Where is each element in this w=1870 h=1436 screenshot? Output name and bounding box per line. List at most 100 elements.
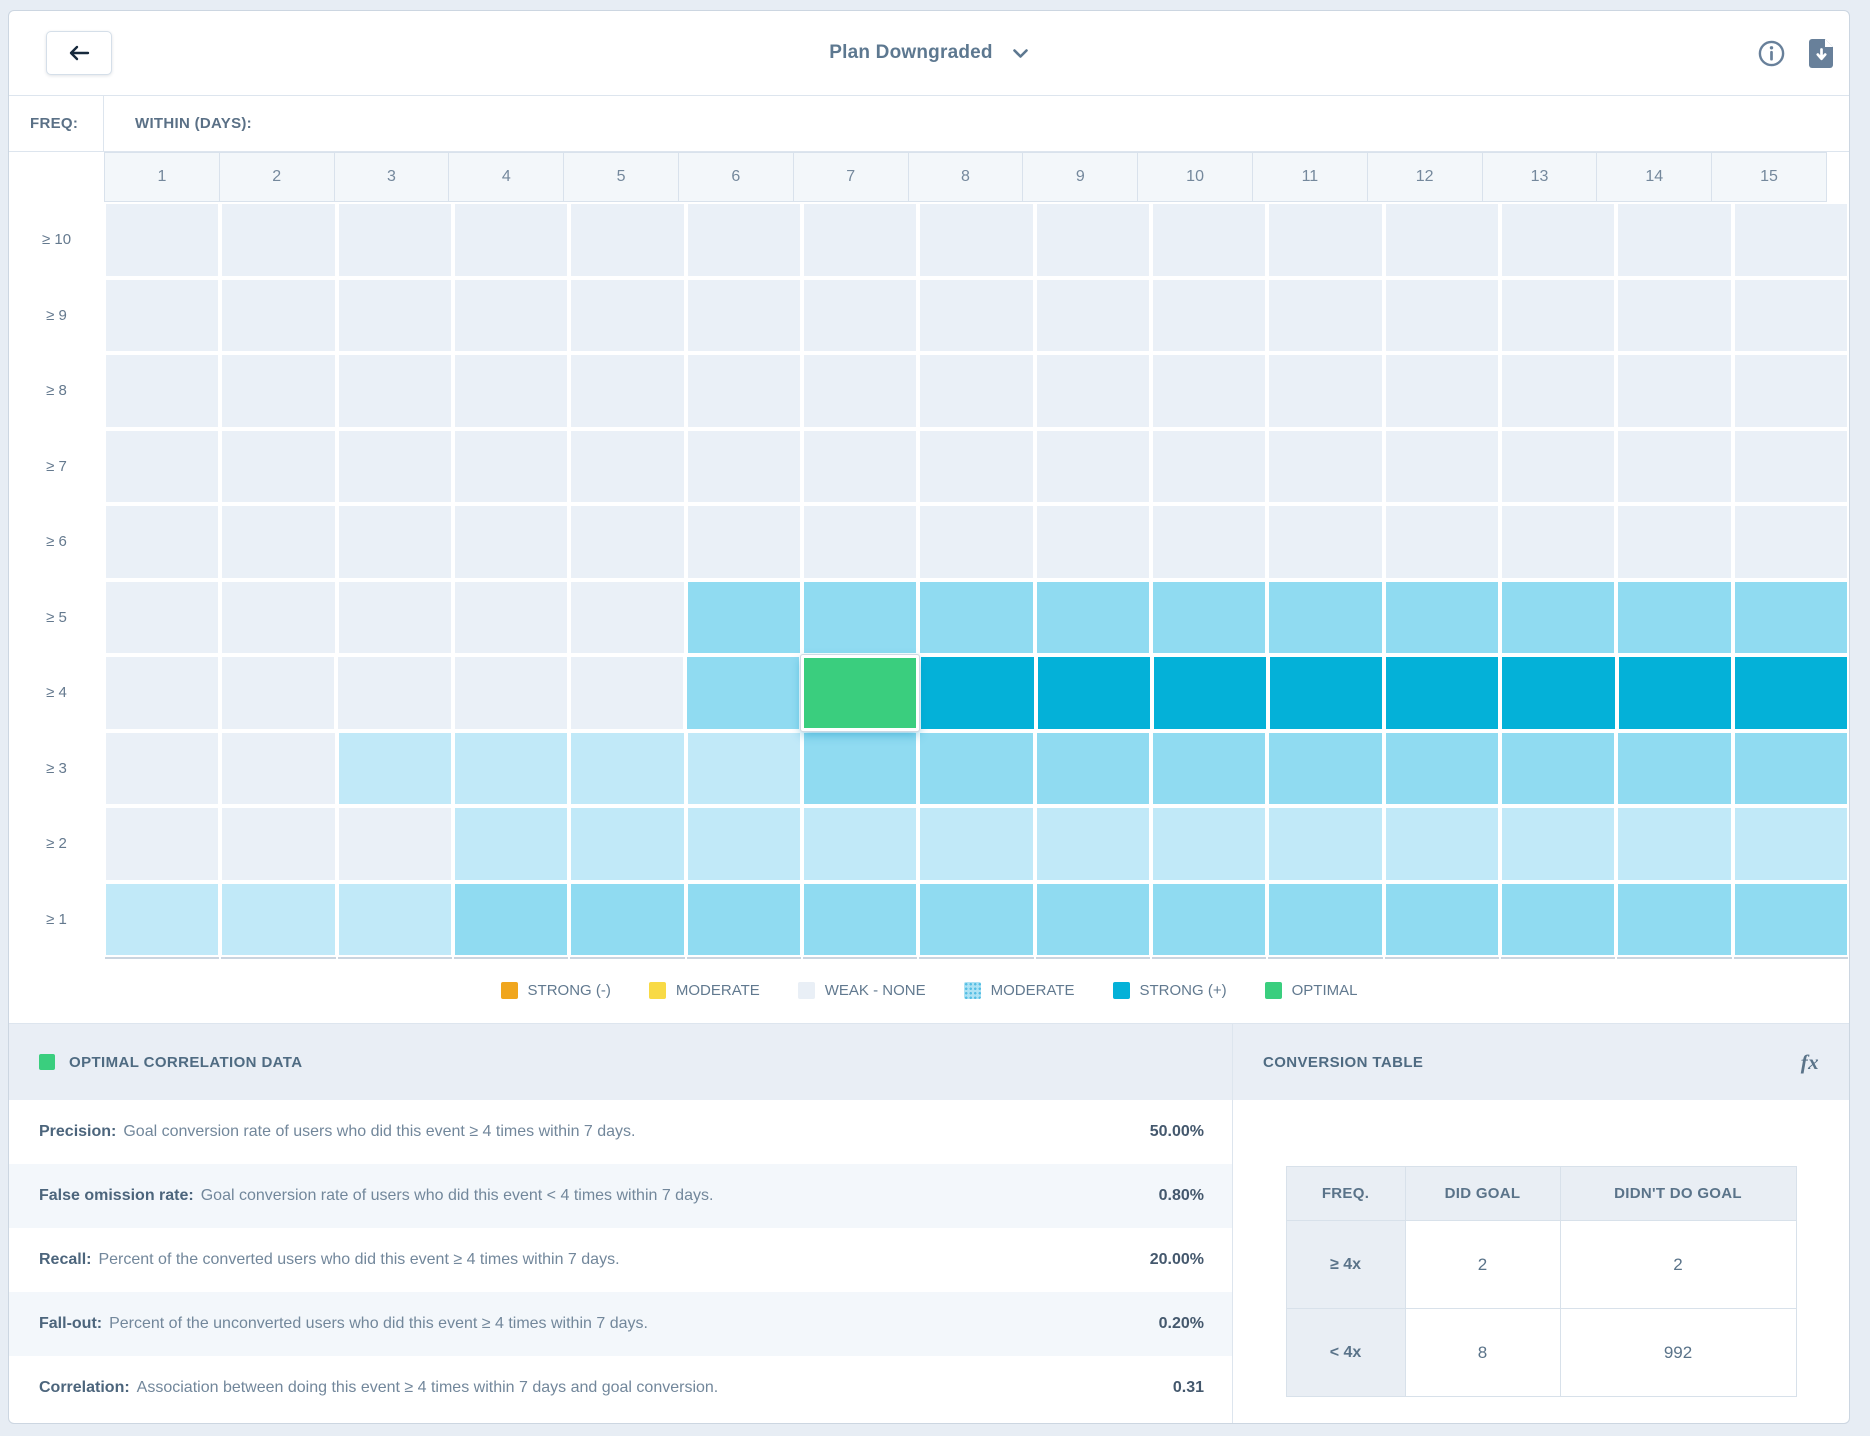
heatmap-cell[interactable] <box>452 353 570 429</box>
heatmap-cell[interactable] <box>1616 353 1733 429</box>
heatmap-cell[interactable] <box>569 353 686 429</box>
heatmap-cell[interactable] <box>569 730 686 806</box>
heatmap-cell[interactable] <box>1732 277 1849 353</box>
heatmap-cell[interactable] <box>1034 277 1151 353</box>
heatmap-cell[interactable] <box>220 655 337 731</box>
heatmap-cell[interactable] <box>1268 655 1385 731</box>
heatmap-cell[interactable] <box>452 881 570 957</box>
heatmap-cell[interactable] <box>1732 806 1849 882</box>
heatmap-cell[interactable] <box>1732 202 1849 278</box>
heatmap-cell[interactable] <box>452 655 569 731</box>
heatmap-cell[interactable] <box>1150 353 1268 429</box>
heatmap-cell[interactable] <box>336 504 453 580</box>
heatmap-cell[interactable] <box>1616 428 1733 504</box>
heatmap-cell[interactable] <box>1732 881 1849 957</box>
heatmap-cell[interactable] <box>801 428 919 504</box>
heatmap-cell[interactable] <box>685 655 802 731</box>
heatmap-cell[interactable] <box>918 806 1035 882</box>
event-selector-dropdown[interactable]: Plan Downgraded <box>829 42 1028 64</box>
heatmap-cell[interactable] <box>569 428 686 504</box>
heatmap-cell[interactable] <box>1616 277 1733 353</box>
heatmap-cell[interactable] <box>569 504 686 580</box>
heatmap-cell[interactable] <box>1034 881 1151 957</box>
heatmap-cell[interactable] <box>1499 730 1617 806</box>
formula-icon[interactable]: fx <box>1800 1049 1819 1074</box>
heatmap-cell[interactable] <box>1499 881 1617 957</box>
heatmap-cell[interactable] <box>1034 202 1151 278</box>
heatmap-cell[interactable] <box>685 428 802 504</box>
heatmap-cell[interactable] <box>1267 504 1384 580</box>
heatmap-cell[interactable] <box>918 277 1035 353</box>
heatmap-cell[interactable] <box>1150 881 1268 957</box>
heatmap-cell[interactable] <box>1034 353 1151 429</box>
heatmap-cell[interactable] <box>1616 504 1733 580</box>
heatmap-cell[interactable] <box>1267 277 1384 353</box>
heatmap-cell[interactable] <box>220 277 337 353</box>
heatmap-cell[interactable] <box>452 428 570 504</box>
heatmap-cell[interactable] <box>685 353 802 429</box>
heatmap-cell[interactable] <box>1267 806 1384 882</box>
heatmap-cell[interactable] <box>685 579 802 655</box>
heatmap-cell[interactable] <box>569 881 686 957</box>
heatmap-cell[interactable] <box>1150 579 1268 655</box>
heatmap-cell[interactable] <box>452 202 570 278</box>
heatmap-cell[interactable] <box>685 202 802 278</box>
heatmap-cell[interactable] <box>918 202 1035 278</box>
heatmap-cell[interactable] <box>1732 730 1849 806</box>
heatmap-cell[interactable] <box>801 806 919 882</box>
heatmap-cell[interactable] <box>220 806 337 882</box>
heatmap-cell[interactable] <box>220 881 337 957</box>
heatmap-cell[interactable] <box>452 504 570 580</box>
heatmap-cell[interactable] <box>1267 202 1384 278</box>
heatmap-cell[interactable] <box>1499 202 1617 278</box>
heatmap-cell[interactable] <box>569 579 686 655</box>
heatmap-cell[interactable] <box>685 277 802 353</box>
heatmap-cell[interactable] <box>801 277 919 353</box>
heatmap-cell[interactable] <box>1267 881 1384 957</box>
heatmap-cell[interactable] <box>1616 881 1733 957</box>
heatmap-cell[interactable] <box>336 579 453 655</box>
heatmap-cell[interactable] <box>1499 504 1617 580</box>
heatmap-cell[interactable] <box>1034 428 1151 504</box>
heatmap-cell[interactable] <box>1034 579 1151 655</box>
heatmap-cell[interactable] <box>801 881 919 957</box>
heatmap-cell[interactable] <box>1035 655 1152 731</box>
heatmap-cell[interactable] <box>1150 730 1268 806</box>
heatmap-cell[interactable] <box>336 353 453 429</box>
heatmap-cell[interactable] <box>1383 579 1500 655</box>
heatmap-cell[interactable] <box>336 730 453 806</box>
heatmap-cell[interactable] <box>1150 277 1268 353</box>
heatmap-cell[interactable] <box>918 428 1035 504</box>
heatmap-cell[interactable] <box>1383 428 1500 504</box>
heatmap-cell[interactable] <box>1616 579 1733 655</box>
heatmap-cell[interactable] <box>1732 579 1849 655</box>
heatmap-cell[interactable] <box>1150 202 1268 278</box>
heatmap-cell[interactable] <box>1383 353 1500 429</box>
heatmap-cell[interactable] <box>685 730 802 806</box>
heatmap-cell[interactable] <box>1732 353 1849 429</box>
download-icon[interactable] <box>1808 38 1835 69</box>
heatmap-cell[interactable] <box>1267 579 1384 655</box>
heatmap-cell[interactable] <box>1383 806 1500 882</box>
heatmap-cell[interactable] <box>801 579 919 655</box>
heatmap-cell[interactable] <box>685 504 802 580</box>
heatmap-cell[interactable] <box>685 881 802 957</box>
heatmap-cell[interactable] <box>1499 579 1617 655</box>
heatmap-cell[interactable] <box>1383 202 1500 278</box>
heatmap-cell[interactable] <box>1616 202 1733 278</box>
heatmap-cell[interactable] <box>1732 428 1849 504</box>
heatmap-cell[interactable] <box>336 881 453 957</box>
heatmap-cell[interactable] <box>220 353 337 429</box>
heatmap-cell[interactable] <box>1150 428 1268 504</box>
heatmap-cell[interactable] <box>336 277 453 353</box>
heatmap-cell[interactable] <box>1384 655 1501 731</box>
heatmap-cell[interactable] <box>918 353 1035 429</box>
heatmap-cell[interactable] <box>104 655 221 731</box>
heatmap-cell[interactable] <box>336 202 453 278</box>
heatmap-cell[interactable] <box>104 730 221 806</box>
heatmap-cell[interactable] <box>1499 806 1617 882</box>
heatmap-cell[interactable] <box>104 202 221 278</box>
heatmap-cell[interactable] <box>1499 428 1617 504</box>
info-icon[interactable] <box>1757 39 1786 68</box>
heatmap-cell[interactable] <box>336 806 453 882</box>
